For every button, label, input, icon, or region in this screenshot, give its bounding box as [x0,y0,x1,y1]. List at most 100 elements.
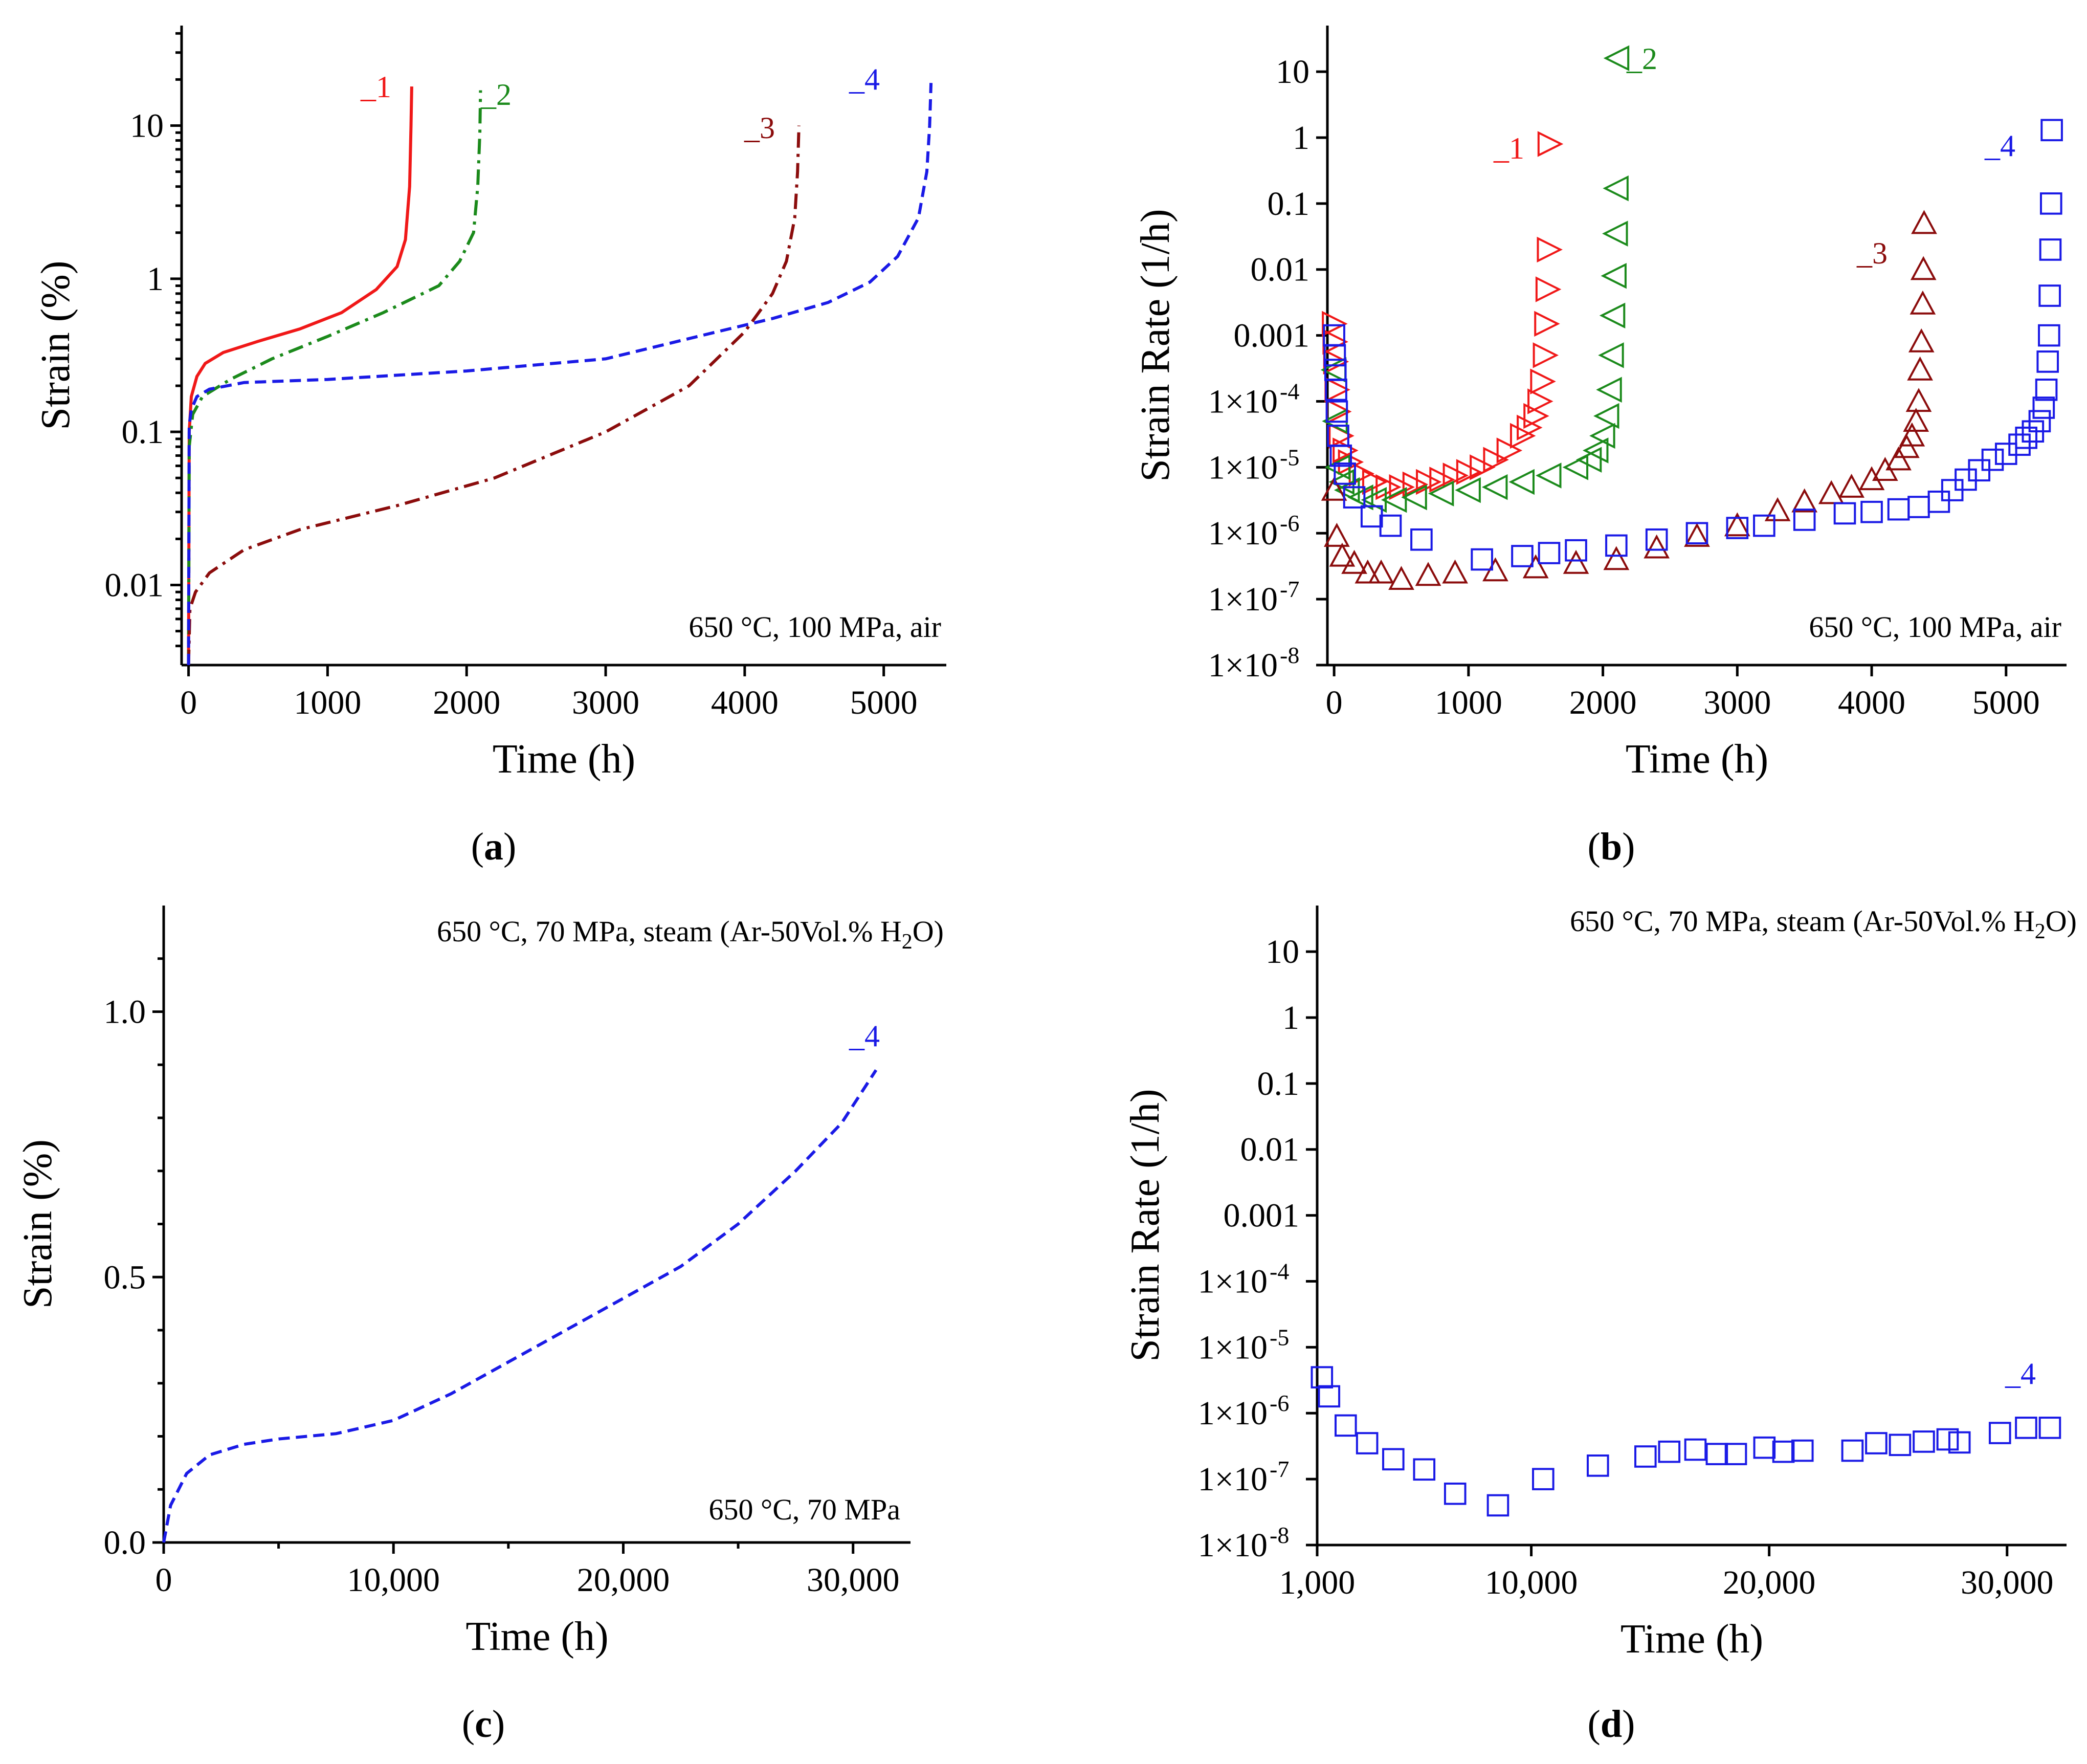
data-point-11 [1481,474,1508,500]
data-point-15 [1442,462,1469,489]
y-tick-exponent: -7 [1270,1456,1289,1482]
data-point-21 [1913,1430,1935,1453]
data-point-16 [1605,534,1628,557]
data-point-19 [1596,377,1622,403]
y-tick-label: 0.5 [104,1259,146,1296]
data-point-36 [2032,396,2055,419]
data-point-22 [1601,262,1627,289]
series-label: _2 [480,78,512,112]
x-axis-title: Time (h) [1620,1617,1763,1662]
condition-annotation: 650 °C, 100 MPa, air [1809,610,2061,644]
data-point-8 [1532,1468,1555,1490]
data-point-22 [1885,446,1912,471]
data-point-12 [1603,546,1630,570]
data-point-31 [1911,210,1937,234]
x-tick-label: 20,000 [1723,1564,1816,1601]
data-point-7 [1415,562,1441,586]
data-point-17 [1645,528,1668,551]
data-point-20 [1509,423,1536,449]
y-tick-base: 1×10 [1198,1527,1268,1564]
data-point-19 [1865,1432,1888,1454]
x-tick-label: 3000 [1703,684,1771,721]
series-4: _4 [187,62,933,666]
y-tick-label: 1×10 [1208,515,1278,552]
y-tick-exponent: -5 [1280,444,1299,470]
data-point-37 [2035,378,2058,401]
data-point-20 [1858,466,1885,491]
panel-label: (c) [462,1703,505,1746]
y-tick-base: 1×10 [1198,1263,1268,1300]
data-point-26 [1905,388,1932,412]
y-tick-label: 1×10 [1208,581,1278,618]
y-tick-label: 0.01 [1240,1131,1300,1168]
data-point-29 [1910,290,1936,315]
y-tick-label: 1 [147,260,164,298]
panel-label: (d) [1588,1703,1635,1746]
series-1: _1 [187,70,413,666]
condition-annotation: 650 °C, 100 MPa, air [689,610,941,644]
data-point-0 [1321,476,1347,501]
series-label: _4 [1984,129,2015,163]
y-tick-base: 1×10 [1198,1395,1268,1432]
data-point-35 [2028,410,2051,433]
y-tick-exponent: -4 [1270,1258,1289,1284]
data-point-20 [1889,1434,1912,1457]
y-tick-label: 0.1 [1268,185,1310,223]
series-2: _2 [187,78,512,666]
x-tick-label: 1000 [1435,684,1502,721]
y-tick-label: 10 [1276,53,1309,91]
series-4: _4 [162,1019,880,1543]
x-tick-label: 3000 [572,684,639,721]
data-point-24 [1887,498,1910,521]
data-point-17 [1791,488,1818,513]
data-point-19 [1496,437,1523,464]
series-label: _1 [1493,131,1524,165]
series-label: _1 [360,70,391,104]
data-point-22 [1833,502,1856,525]
x-tick-label: 1,000 [1279,1564,1356,1601]
series-label: _3 [1856,236,1888,270]
data-point-1 [1318,1385,1341,1408]
data-point-14 [1724,1443,1747,1465]
y-tick-label: 1×10 [1198,1527,1268,1564]
panel-letter: c [475,1703,492,1746]
data-point-12 [1402,471,1429,498]
y-tick-exponent: -4 [1280,378,1299,404]
y-tick-label: 0.001 [1224,1197,1300,1234]
data-point-2 [1324,454,1351,480]
data-point-4 [1355,559,1381,584]
y-tick-label: 0.0 [104,1524,146,1561]
data-point-13 [1511,545,1534,567]
y-tick-exponent: -7 [1280,576,1299,602]
data-point-19 [1726,517,1749,539]
data-point-14 [1429,467,1455,493]
data-point-24 [1603,175,1629,202]
data-point-8 [1343,486,1366,509]
y-axis-title: Strain (%) [33,260,78,430]
data-point-23 [1602,220,1628,247]
data-point-28 [1537,236,1563,263]
x-tick-label: 10,000 [1485,1564,1578,1601]
data-point-23 [1527,388,1553,414]
y-axis-title: Strain Rate (1/h) [1133,209,1178,481]
data-point-0 [1322,311,1348,337]
y-tick-base: 1×10 [1208,581,1278,618]
data-point-11 [1563,549,1589,574]
panel-letter: d [1601,1703,1622,1746]
x-tick-label: 0 [156,1561,172,1599]
data-point-15 [1724,512,1750,537]
y-tick-exponent: -8 [1270,1522,1289,1548]
y-tick-label: 0.01 [105,566,164,604]
data-point-5 [1413,1458,1436,1481]
series-line [187,83,933,666]
data-point-14 [1538,542,1561,564]
data-point-13 [1705,1443,1728,1465]
data-point-19 [1838,473,1864,498]
x-tick-label: 1000 [294,684,361,721]
y-tick-base: 1×10 [1198,1461,1268,1498]
series-label: _4 [849,1019,880,1053]
data-point-10 [1379,514,1402,537]
y-tick-label: 1×10 [1198,1461,1268,1498]
data-point-25 [1903,408,1929,432]
